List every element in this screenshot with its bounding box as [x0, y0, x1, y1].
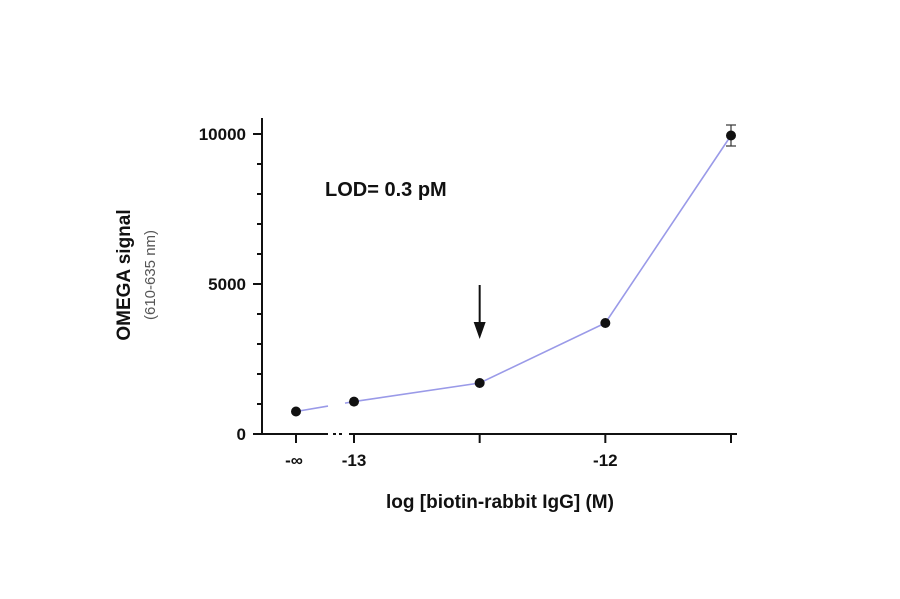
series-line	[344, 135, 732, 404]
y-axis-subtitle: (610-635 nm)	[142, 230, 159, 320]
x-tick-label: -∞	[285, 451, 303, 470]
annotations: LOD= 0.3 pM	[325, 179, 486, 339]
x-axis-title: log [biotin-rabbit IgG] (M)	[386, 492, 614, 513]
data-point	[291, 406, 301, 417]
x-tick-label: -13	[342, 451, 367, 470]
y-ticks: 0 5000 10000	[199, 125, 262, 444]
axes	[261, 118, 737, 435]
y-tick-label: 10000	[199, 125, 246, 144]
series	[291, 124, 736, 417]
y-tick-label: 5000	[208, 275, 246, 294]
x-ticks: -∞ -13 -12	[285, 434, 732, 470]
data-point	[726, 130, 736, 141]
series-line-segment	[295, 405, 329, 413]
data-point	[474, 378, 485, 388]
x-tick-label: -12	[593, 451, 618, 470]
data-point	[600, 318, 611, 328]
y-axis-title: OMEGA signal	[114, 209, 135, 340]
data-point	[349, 396, 359, 407]
lod-annotation: LOD= 0.3 pM	[325, 179, 447, 201]
lod-arrow-head	[473, 322, 486, 339]
y-tick-label: 0	[237, 425, 246, 444]
